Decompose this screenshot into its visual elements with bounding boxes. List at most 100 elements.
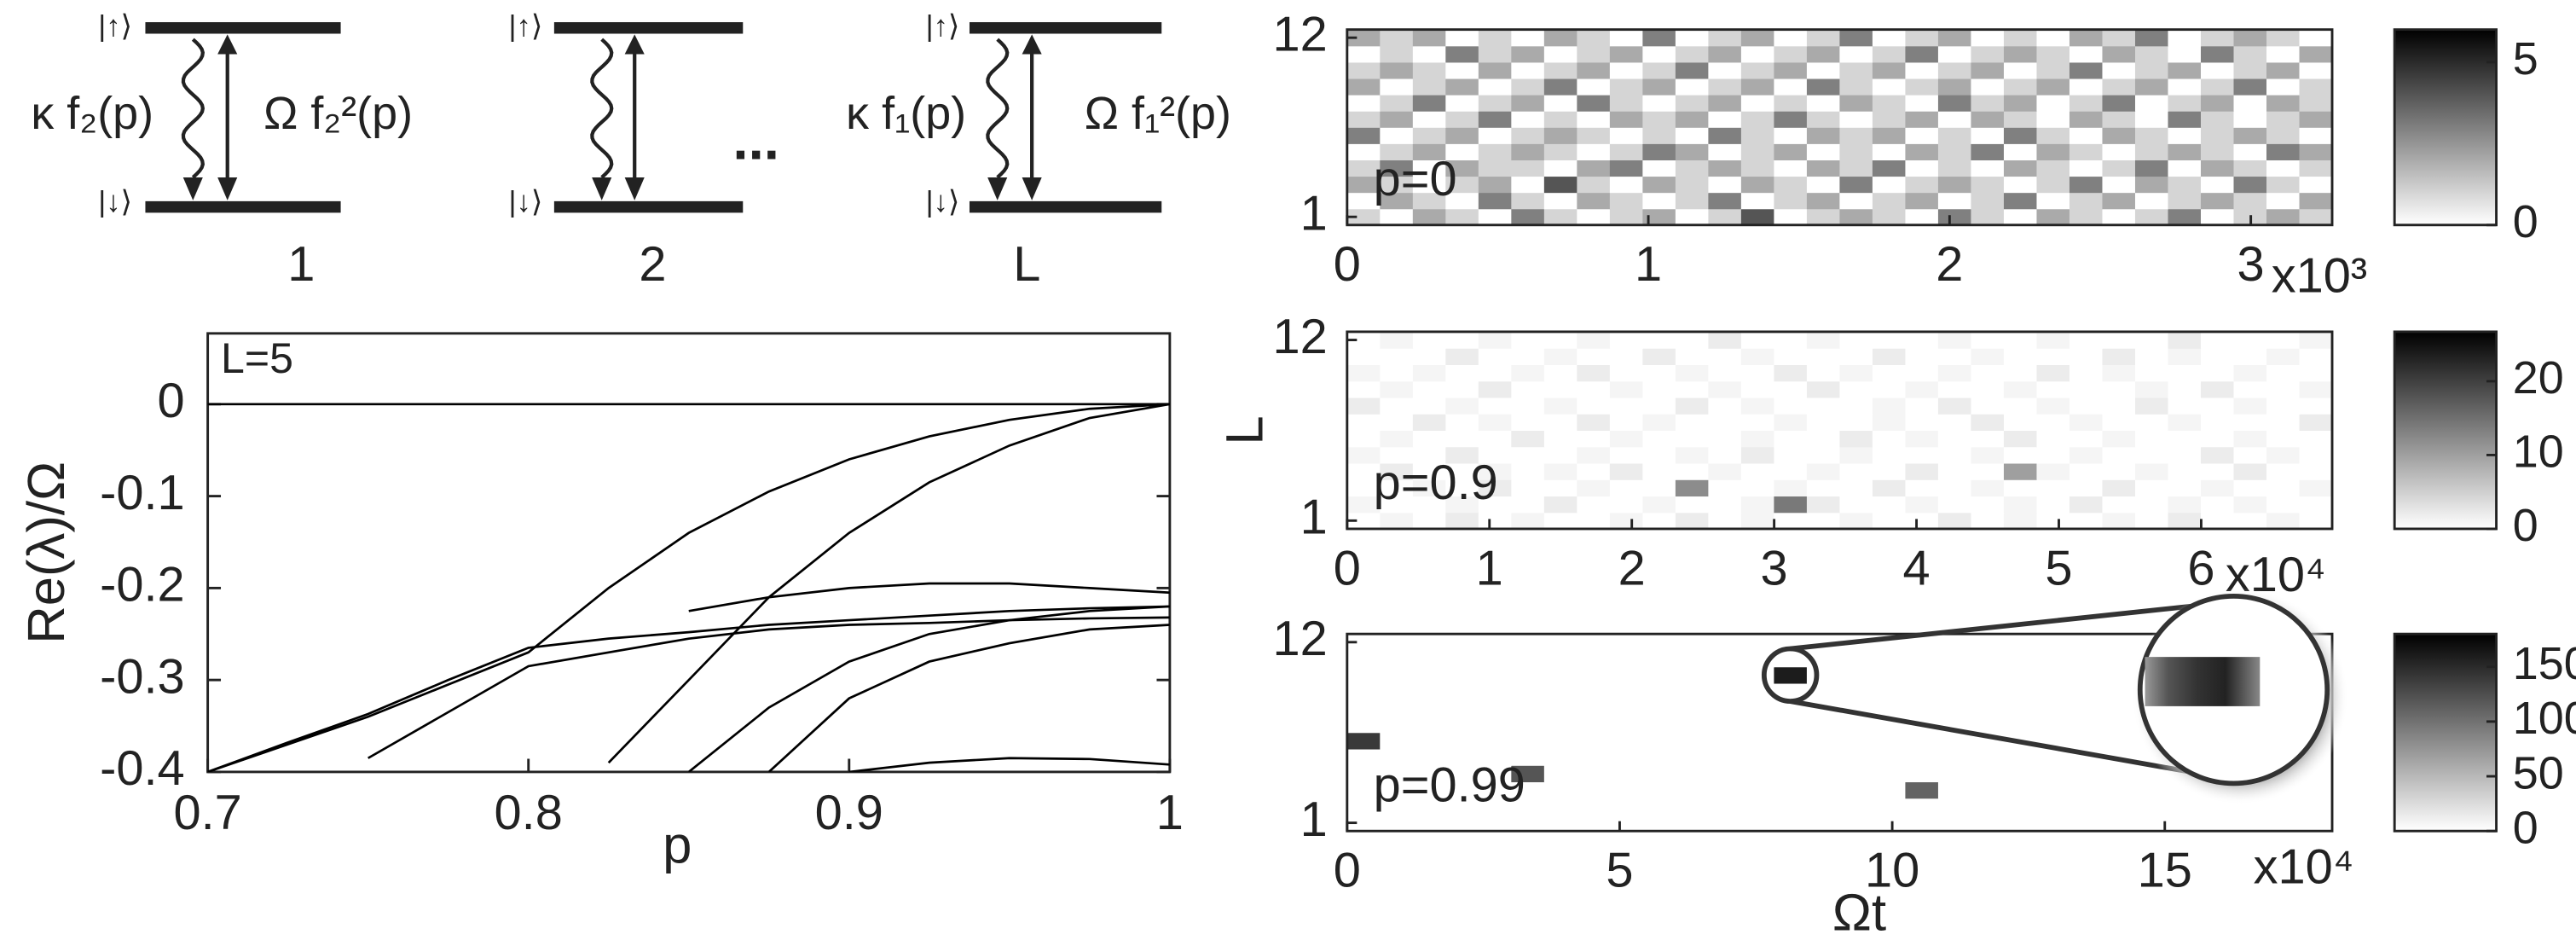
heatmap-cell bbox=[1609, 111, 1643, 128]
heatmap-cell bbox=[1511, 160, 1545, 177]
heatmap-cell bbox=[2003, 765, 2038, 783]
heatmap-cell bbox=[1806, 462, 1840, 480]
heatmap-cell bbox=[1675, 364, 1709, 382]
heatmap-cell bbox=[1609, 78, 1643, 96]
heatmap-cell bbox=[1937, 512, 1972, 530]
heatmap-cell bbox=[1708, 78, 1742, 96]
heatmap-cell bbox=[1577, 111, 1611, 128]
heatmap-cell bbox=[1609, 331, 1643, 349]
curve bbox=[688, 582, 1170, 612]
heatmap-cell bbox=[2134, 781, 2169, 799]
heatmap-cell bbox=[1675, 446, 1709, 464]
heatmap-cell bbox=[1445, 397, 1479, 415]
heatmap-cell bbox=[2003, 414, 2038, 432]
heatmap-cell bbox=[1478, 160, 1512, 177]
heatmap-cell bbox=[2102, 716, 2136, 734]
heatmap-cell bbox=[1543, 798, 1577, 815]
heatmap-cell bbox=[2102, 512, 2136, 530]
heatmap-cell bbox=[2168, 512, 2202, 530]
heatmap-cell bbox=[1675, 414, 1709, 432]
heatmap-cell bbox=[1380, 29, 1414, 47]
heatmap-cell bbox=[2168, 430, 2202, 448]
heatmap-cell bbox=[1346, 682, 1381, 700]
heatmap-cell bbox=[1577, 814, 1611, 832]
heatmap-cell bbox=[1971, 127, 2005, 144]
heatmap-cell bbox=[1577, 496, 1611, 514]
heatmap-cell bbox=[2036, 650, 2070, 668]
heatmap-cell bbox=[1609, 496, 1643, 514]
heatmap-cell bbox=[1971, 512, 2005, 530]
heatmap-cell bbox=[1577, 348, 1611, 366]
heatmap-cell bbox=[1675, 127, 1709, 144]
decay-label: κ f₂(p) bbox=[31, 88, 153, 139]
heatmap-cell bbox=[1937, 143, 1972, 160]
x-axis-label: p bbox=[663, 816, 692, 875]
heatmap-cell bbox=[2168, 95, 2202, 112]
heatmap-cell bbox=[1740, 446, 1774, 464]
heatmap-cell bbox=[1708, 143, 1742, 160]
heatmap-cell bbox=[2168, 397, 2202, 415]
heatmap-cell bbox=[1478, 176, 1512, 194]
heatmap-cell bbox=[1445, 176, 1479, 194]
heatmap-cell bbox=[1380, 331, 1414, 349]
heatmap-cell bbox=[2069, 496, 2104, 514]
heatmap-cell bbox=[1708, 45, 1742, 63]
heatmap-cell bbox=[1839, 176, 1873, 194]
heatmap-cell bbox=[2102, 111, 2136, 128]
y-axis-label: Re(λ)/Ω bbox=[17, 461, 76, 644]
heatmap-cell bbox=[1774, 446, 1808, 464]
heatmap-cell bbox=[2266, 160, 2301, 177]
heatmap-cell bbox=[2134, 430, 2169, 448]
heatmap-cell bbox=[1346, 748, 1381, 766]
heatmap-cell bbox=[1346, 814, 1381, 832]
heatmap-cell bbox=[1642, 61, 1676, 79]
heatmap-cell bbox=[1445, 446, 1479, 464]
heatmap-cell bbox=[1380, 430, 1414, 448]
heatmap-cell bbox=[1937, 479, 1972, 497]
heatmap-cell bbox=[1577, 699, 1611, 717]
heatmap-cell bbox=[1543, 192, 1577, 210]
heatmap-cell bbox=[2266, 192, 2301, 210]
heatmap-cell bbox=[1543, 176, 1577, 194]
heatmap-cell bbox=[2102, 479, 2136, 497]
heatmap-cell bbox=[1511, 331, 1545, 349]
heatmap-cell bbox=[1872, 462, 1907, 480]
heatmap-cell bbox=[1445, 364, 1479, 382]
heatmap-cell bbox=[1478, 414, 1512, 432]
heatmap-cell bbox=[1380, 127, 1414, 144]
heatmap-cell bbox=[1609, 176, 1643, 194]
heatmap-cell bbox=[1937, 814, 1972, 832]
heatmap-cell bbox=[1577, 512, 1611, 530]
heatmap-cell bbox=[2069, 430, 2104, 448]
heatmap-cell bbox=[2299, 192, 2333, 210]
heatmap-cell bbox=[2299, 160, 2333, 177]
heatmap-cell bbox=[1577, 397, 1611, 415]
heatmap-cell bbox=[2036, 380, 2070, 398]
heatmap-cell bbox=[1380, 781, 1414, 799]
heatmap-cell bbox=[1543, 446, 1577, 464]
heatmap-cell bbox=[1543, 716, 1577, 734]
heatmap-cell bbox=[1511, 682, 1545, 700]
heatmap-cell bbox=[1774, 650, 1808, 668]
heatmap-cell bbox=[1708, 512, 1742, 530]
heatmap-cell bbox=[1708, 748, 1742, 766]
heatmap-cell bbox=[1937, 192, 1972, 210]
heatmap-cell bbox=[1806, 496, 1840, 514]
heatmap-cell bbox=[1642, 192, 1676, 210]
heatmap-cell bbox=[1708, 650, 1742, 668]
heatmap-cell bbox=[1872, 699, 1907, 717]
heatmap-cell bbox=[2168, 192, 2202, 210]
heatmap-cell bbox=[2233, 496, 2267, 514]
heatmap-cell bbox=[2233, 29, 2267, 47]
heatmap-cell bbox=[1971, 682, 2005, 700]
colorbar bbox=[2393, 632, 2498, 833]
heatmap-cell bbox=[1642, 208, 1676, 226]
heatmap-cell bbox=[1937, 331, 1972, 349]
heatmap-cell bbox=[2299, 430, 2333, 448]
heatmap-cell bbox=[2069, 208, 2104, 226]
heatmap-cell bbox=[1937, 781, 1972, 799]
heatmap-cell bbox=[1511, 111, 1545, 128]
heatmap-cell bbox=[2200, 512, 2235, 530]
heatmap-cell bbox=[1740, 61, 1774, 79]
heatmap-cell bbox=[2003, 143, 2038, 160]
